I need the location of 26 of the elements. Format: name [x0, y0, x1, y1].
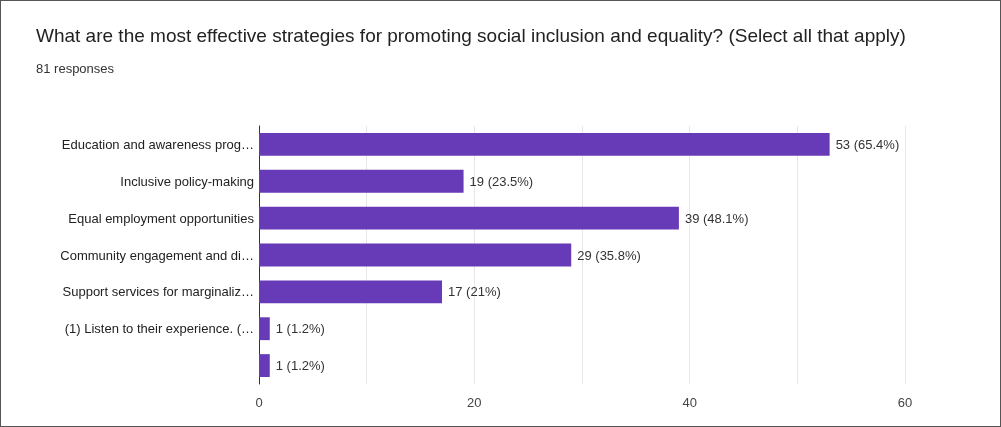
bar	[259, 206, 679, 230]
data-label: 39 (48.1%)	[684, 210, 749, 226]
bar	[259, 243, 572, 267]
data-label: 17 (21%)	[448, 284, 501, 300]
data-label: 1 (1.2%)	[275, 358, 325, 374]
text: 81 responses	[36, 61, 115, 76]
bar	[259, 280, 443, 304]
data-label: 19 (23.5%)	[469, 173, 534, 189]
data-label: 1 (1.2%)	[275, 321, 325, 337]
bar	[259, 133, 830, 156]
x-tick-label: 0	[255, 395, 263, 410]
y-tick-label: Community engagement and di…	[60, 247, 254, 263]
data-label: 53 (65.4%)	[835, 136, 900, 152]
x-tick-label: 40	[682, 395, 697, 410]
x-tick-label: 20	[467, 395, 482, 410]
chart-title: What are the most effective strategies for promoting social inclusion and equality? (Select all that apply)	[36, 24, 906, 46]
y-tick-label: Equal employment opportunities	[68, 210, 255, 226]
y-tick-label: (1) Listen to their experience. (…	[64, 321, 254, 337]
x-tick-label: 60	[897, 395, 913, 410]
y-tick-label: Support services for marginaliz…	[62, 284, 254, 300]
y-tick-label: Education and awareness prog…	[61, 136, 254, 152]
data-label: 29 (35.8%)	[577, 247, 641, 263]
bar	[259, 169, 464, 193]
y-tick-label: Inclusive policy-making	[120, 173, 254, 189]
bar	[259, 317, 270, 341]
bar	[259, 354, 270, 377]
